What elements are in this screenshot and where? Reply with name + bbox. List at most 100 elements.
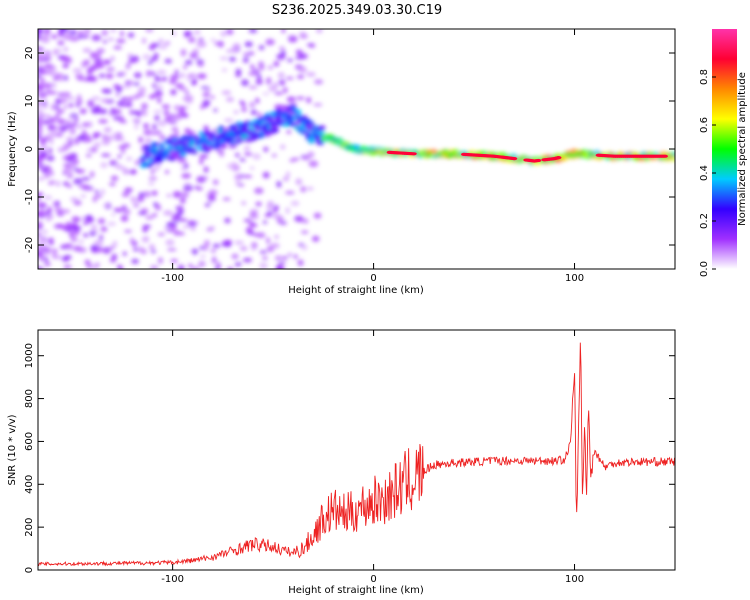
noise-blob [251,71,259,77]
noise-blob [251,244,256,251]
noise-blob [167,248,177,252]
noise-blob [39,236,48,243]
noise-blob [234,240,245,245]
noise-blob [263,146,269,153]
noise-blob [234,152,240,158]
noise-blob [80,194,86,198]
noise-blob [41,119,52,125]
noise-blob [149,264,159,269]
noise-blob [46,65,57,71]
noise-blob [184,91,190,95]
noise-blob [54,206,63,213]
noise-blob [133,202,140,208]
noise-blob [152,166,159,172]
noise-blob [210,95,215,100]
ridge-blob [159,143,166,149]
noise-blob [116,38,126,44]
noise-blob [43,173,51,178]
noise-blob [67,174,72,179]
noise-blob [63,124,73,129]
noise-blob [72,68,83,73]
noise-blob [308,43,316,48]
noise-blob [235,68,242,74]
noise-blob [277,71,285,79]
noise-blob [54,132,64,138]
noise-blob [157,97,162,104]
noise-blob [181,172,192,179]
noise-blob [301,244,308,251]
noise-blob [83,220,89,226]
noise-blob [99,234,104,242]
noise-blob [47,213,54,220]
noise-blob [73,178,83,185]
noise-blob [203,239,210,247]
noise-blob [131,110,141,115]
noise-blob [287,35,298,43]
noise-blob [94,190,100,194]
noise-blob [112,240,118,245]
noise-blob [64,243,73,249]
noise-blob [91,224,97,231]
noise-blob [38,192,41,196]
noise-blob [208,193,215,199]
snr-y-tick-label: 400 [24,475,35,494]
noise-blob [125,81,130,85]
noise-blob [63,64,69,68]
noise-blob [281,256,289,260]
noise-blob [62,181,70,186]
noise-blob [174,69,179,75]
ridge-blob [218,125,225,131]
noise-blob [95,262,100,267]
noise-blob [266,200,274,208]
noise-blob [90,146,98,153]
noise-blob [263,213,273,218]
noise-blob [262,171,270,179]
noise-blob [118,265,124,269]
noise-blob [242,57,249,64]
noise-blob [129,237,135,245]
noise-blob [274,91,284,95]
noise-blob [224,118,233,122]
noise-blob [127,32,135,38]
noise-blob [203,166,209,173]
noise-blob [311,235,320,242]
noise-blob [41,137,50,141]
noise-blob [193,30,201,35]
noise-blob [225,97,235,102]
snr-y-tick-label: 800 [24,389,35,408]
noise-blob [301,218,309,224]
noise-blob [81,216,86,220]
noise-blob [187,220,198,227]
noise-blob [267,39,276,44]
noise-blob [248,29,258,34]
ridge-blob [228,139,235,145]
noise-blob [108,182,116,186]
noise-blob [164,116,171,123]
noise-blob [196,175,206,183]
noise-blob [131,258,139,264]
noise-blob [168,78,177,84]
noise-blob [101,138,111,146]
noise-blob [313,212,322,219]
noise-blob [58,31,65,38]
noise-blob [93,132,102,137]
noise-blob [150,56,159,61]
noise-blob [126,101,133,108]
noise-blob [68,115,76,120]
noise-blob [136,197,145,202]
snr-y-label: SNR (10 * v/v) [7,414,18,485]
spectrogram-x-label: Height of straight line (km) [288,285,424,296]
noise-blob [114,163,122,170]
noise-blob [43,145,48,151]
noise-blob [256,232,266,239]
noise-blob [76,34,86,39]
noise-blob [60,55,70,63]
noise-blob [64,228,72,232]
noise-blob [63,105,68,109]
noise-blob [70,236,78,243]
noise-blob [56,211,65,217]
noise-blob [243,152,251,156]
noise-blob [66,96,76,101]
noise-blob [118,136,125,141]
